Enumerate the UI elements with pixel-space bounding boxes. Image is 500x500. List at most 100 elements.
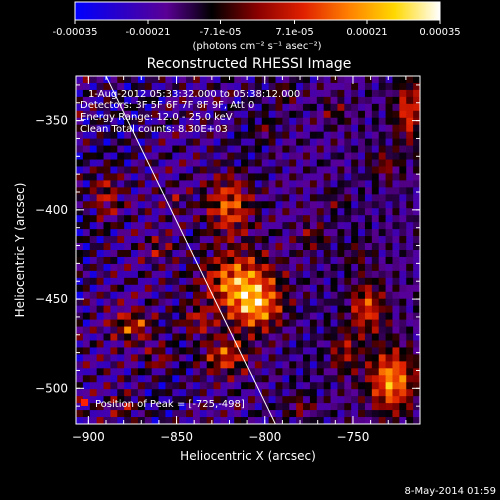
heatmap-cell [158, 243, 167, 251]
heatmap-cell [76, 354, 84, 362]
heatmap-cell [131, 236, 139, 244]
heatmap-cell [144, 166, 153, 175]
heatmap-cell [268, 333, 277, 342]
heatmap-cell [282, 166, 290, 175]
heatmap-cell [227, 243, 235, 251]
heatmap-cell [199, 263, 208, 272]
heatmap-cell [165, 263, 173, 272]
heatmap-cell [296, 229, 304, 237]
heatmap-cell [124, 229, 132, 237]
heatmap-cell [186, 263, 194, 272]
heatmap-cell [213, 131, 222, 140]
heatmap-cell [309, 208, 318, 216]
heatmap-cell [303, 284, 311, 293]
heatmap-cell [124, 243, 132, 251]
heatmap-cell [241, 298, 249, 307]
heatmap-cell [364, 243, 373, 251]
heatmap-cell [76, 417, 84, 424]
heatmap-cell [385, 152, 394, 161]
heatmap-cell [76, 291, 84, 300]
heatmap-cell [316, 180, 325, 188]
heatmap-cell [179, 131, 187, 140]
heatmap-cell [364, 117, 373, 126]
heatmap-cell [344, 222, 352, 230]
heatmap-cell [406, 138, 414, 147]
heatmap-cell [117, 236, 125, 244]
heatmap-cell [296, 131, 304, 140]
heatmap-cell [296, 138, 304, 147]
heatmap-cell [192, 403, 201, 411]
heatmap-cell [144, 103, 153, 112]
heatmap-cell [186, 291, 194, 300]
heatmap-cell [344, 117, 352, 126]
heatmap-cell [303, 229, 311, 237]
heatmap-cell [103, 256, 111, 265]
heatmap-cell [378, 110, 387, 119]
heatmap-cell [89, 131, 98, 140]
heatmap-cell [151, 291, 160, 300]
heatmap-cell [131, 166, 139, 175]
heatmap-cell [82, 382, 91, 390]
heatmap-cell [289, 250, 297, 258]
heatmap-cell [103, 117, 111, 126]
heatmap-cell [371, 243, 380, 251]
heatmap-cell [206, 410, 215, 418]
heatmap-cell [275, 305, 283, 314]
heatmap-cell [289, 298, 297, 307]
heatmap-cell [241, 201, 249, 209]
heatmap-cell [330, 361, 339, 369]
heatmap-cell [186, 76, 194, 84]
heatmap-cell [323, 410, 332, 418]
heatmap-cell [110, 208, 118, 216]
heatmap-cell [89, 124, 98, 133]
heatmap-cell [309, 124, 318, 133]
heatmap-cell [76, 375, 84, 383]
heatmap-cell [282, 382, 290, 390]
heatmap-cell [392, 166, 400, 175]
heatmap-cell [165, 305, 173, 314]
heatmap-cell [213, 361, 222, 369]
heatmap-cell [165, 145, 173, 154]
heatmap-cell [337, 396, 345, 404]
heatmap-cell [330, 229, 339, 237]
heatmap-cell [131, 382, 139, 390]
heatmap-cell [82, 222, 91, 230]
heatmap-cell [158, 333, 167, 342]
heatmap-cell [151, 347, 160, 355]
heatmap-cell [392, 208, 400, 216]
heatmap-cell [220, 270, 228, 279]
heatmap-cell [165, 256, 173, 265]
heatmap-cell [261, 375, 270, 383]
heatmap-cell [358, 312, 366, 321]
heatmap-cell [158, 305, 167, 314]
heatmap-cell [316, 410, 325, 418]
heatmap-cell [378, 138, 387, 147]
heatmap-cell [309, 145, 318, 154]
heatmap-cell [275, 284, 283, 293]
heatmap-cell [248, 222, 256, 230]
heatmap-cell [268, 208, 277, 216]
heatmap-cell [158, 354, 167, 362]
heatmap-cell [131, 305, 139, 314]
heatmap-cell [117, 298, 125, 307]
heatmap-cell [413, 159, 420, 168]
heatmap-cell [371, 194, 380, 202]
heatmap-cell [199, 389, 208, 397]
heatmap-cell [103, 159, 111, 168]
heatmap-cell [337, 145, 345, 154]
heatmap-cell [371, 354, 380, 362]
heatmap-cell [179, 284, 187, 293]
heatmap-cell [103, 277, 111, 286]
heatmap-cell [76, 340, 84, 349]
heatmap-cell [399, 270, 407, 279]
heatmap-cell [96, 347, 105, 355]
heatmap-cell [131, 243, 139, 251]
heatmap-cell [254, 382, 263, 390]
heatmap-cell [124, 103, 132, 112]
heatmap-cell [337, 82, 345, 91]
heatmap-cell [158, 145, 167, 154]
heatmap-cell [172, 375, 180, 383]
heatmap-cell [364, 291, 373, 300]
heatmap-cell [261, 250, 270, 258]
heatmap-cell [330, 389, 339, 397]
